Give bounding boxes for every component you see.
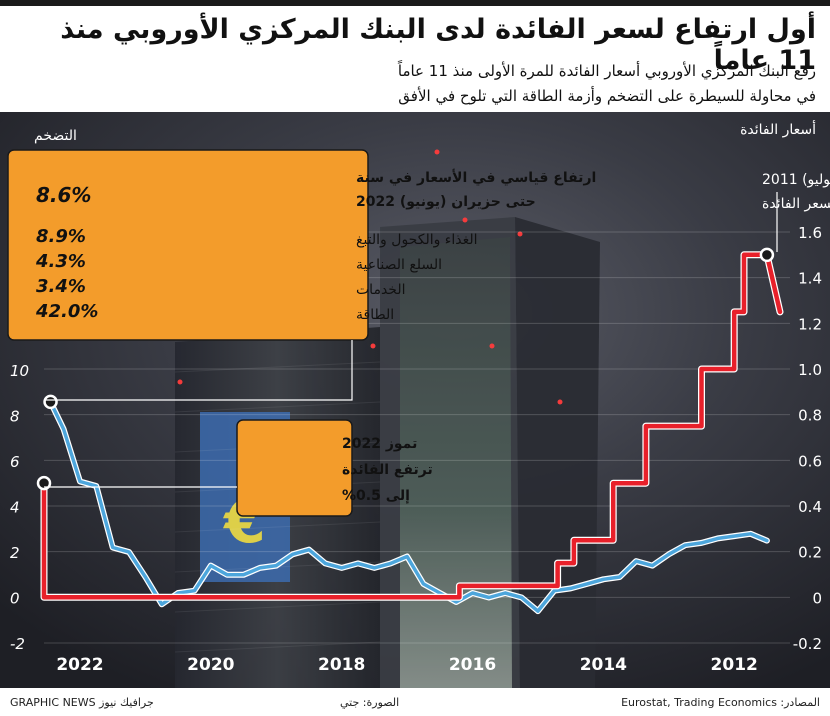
inflation-leader-line — [44, 340, 353, 401]
x-tick-label: 2012 — [711, 655, 758, 675]
x-tick-label: 2014 — [580, 655, 627, 675]
x-axis-ticks: 2022 2020 2018 2016 2014 2012 — [56, 655, 758, 675]
inflation-row-1-label: الغذاء والكحول والتبغ — [356, 232, 478, 248]
right-tick-label: 0 — [812, 589, 822, 607]
x-tick-label: 2018 — [318, 655, 365, 675]
left-tick-label: 2 — [10, 544, 20, 562]
inflation-row-2-label: السلع الصناعية — [356, 257, 442, 273]
marker-layer — [36, 247, 775, 491]
inflation-row-3-value: 3.4% — [36, 276, 86, 297]
inflation-row-4-value: 42.0% — [35, 301, 98, 322]
x-tick-label: 2022 — [56, 655, 103, 675]
inflation-row-4-label: الطاقة — [356, 307, 394, 323]
inflation-heading-1: ارتفاع قياسي في الأسعار في سنة — [356, 169, 596, 186]
right-tick-label: 0.4 — [798, 498, 822, 516]
rate-series-line — [41, 252, 783, 600]
x-tick-label: 2020 — [187, 655, 234, 675]
left-tick-label: 6 — [10, 453, 20, 471]
inflation-row-3-label: الخدمات — [356, 282, 406, 298]
chart-area: € 2022 2020 2018 2016 2014 2012 10 8 6 4 2 0 -2 1.6… — [0, 112, 830, 688]
inflation-heading-2: حتى حزيران (يونيو) 2022 — [356, 194, 536, 210]
right-tick-label: 1.0 — [798, 361, 822, 379]
inflation-row-1-value: 8.9% — [36, 226, 86, 247]
left-axis-label: التضخم — [34, 128, 77, 144]
right-axis-label: أسعار الفائدة — [740, 120, 816, 138]
series-layer — [40, 251, 784, 615]
footer-source: المصادر: Eurostat, Trading Economics — [621, 696, 820, 709]
left-tick-label: 4 — [10, 499, 20, 517]
left-tick-label: 8 — [10, 408, 20, 426]
right-tick-label: 0.6 — [798, 452, 822, 470]
grid-lines — [44, 231, 790, 644]
rate-callout: تموز 2022 ترتفع الفائدة إلى 0.5% — [236, 419, 433, 517]
left-tick-label: -2 — [10, 635, 25, 653]
right-axis-ticks: 1.6 1.4 1.2 1.0 0.8 0.6 0.4 0.2 0 -0.2 — [793, 224, 822, 653]
left-axis-ticks: 10 8 6 4 2 0 -2 — [10, 362, 29, 653]
right-tick-label: 1.6 — [798, 224, 822, 242]
rate-line-1: تموز 2022 — [342, 436, 417, 452]
footer-photo-credit: الصورة: جتي — [340, 696, 400, 709]
data-marker — [36, 475, 52, 491]
footer: المصادر: Eurostat, Trading Economics الص… — [0, 688, 830, 716]
right-tick-label: 0.2 — [798, 544, 822, 562]
right-tick-label: -0.2 — [793, 635, 822, 653]
subtitle-line-2: في محاولة للسيطرة على التضخم وأزمة الطاق… — [398, 87, 816, 105]
annotation-2011-line-2: آخر ارتفاع لسعر الفائدة — [762, 195, 830, 212]
right-tick-label: 0.8 — [798, 407, 822, 425]
inflation-row-2-value: 4.3% — [35, 251, 86, 272]
left-tick-label: 10 — [10, 362, 29, 380]
inflation-callout: ارتفاع قياسي في الأسعار في سنة حتى حزيرا… — [7, 149, 596, 341]
page-title: أول ارتفاع لسعر الفائدة لدى البنك المركز… — [60, 14, 816, 76]
right-tick-label: 1.4 — [798, 270, 822, 288]
left-tick-label: 0 — [10, 590, 20, 608]
rate-box — [236, 419, 353, 517]
rate-line-2: ترتفع الفائدة — [342, 462, 433, 478]
inflation-headline-value: 8.6% — [36, 183, 91, 207]
right-tick-label: 1.2 — [798, 315, 822, 333]
rate-line-3: إلى 0.5% — [342, 488, 410, 504]
subtitle-line-1: رفع البنك المركزي الأوروبي أسعار الفائدة… — [397, 62, 816, 80]
x-tick-label: 2016 — [449, 655, 496, 675]
data-marker — [759, 247, 775, 263]
annotation-2011-line-1: تموز (يوليو) 2011 — [762, 172, 830, 188]
inflation-box — [7, 149, 369, 341]
top-bar — [0, 0, 830, 6]
footer-brand: GRAPHIC NEWS جرافيك نيوز — [10, 696, 154, 709]
data-marker — [43, 394, 58, 410]
